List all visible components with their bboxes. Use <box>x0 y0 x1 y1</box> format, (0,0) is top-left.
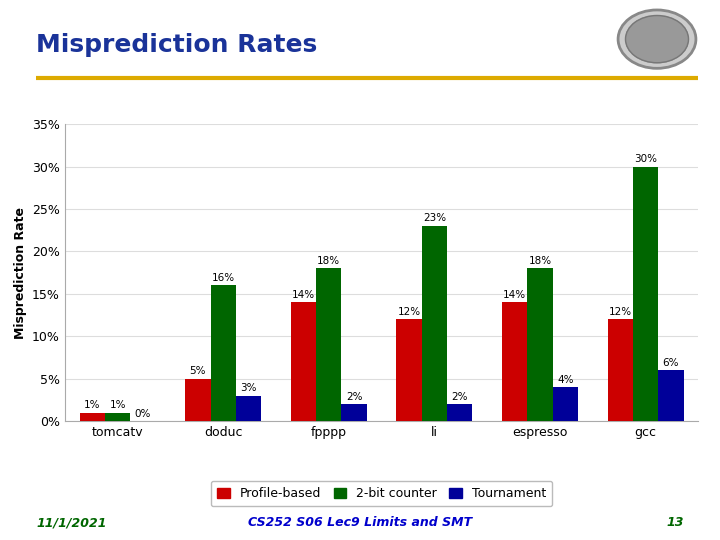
Y-axis label: Misprediction Rate: Misprediction Rate <box>14 207 27 339</box>
Text: 6%: 6% <box>662 357 679 368</box>
Text: 1%: 1% <box>109 400 126 410</box>
Bar <box>185 379 210 421</box>
Text: 12%: 12% <box>397 307 420 317</box>
Text: 3%: 3% <box>240 383 257 393</box>
Bar <box>316 268 341 421</box>
Bar <box>502 302 527 421</box>
Legend: Profile-based, 2-bit counter, Tournament: Profile-based, 2-bit counter, Tournament <box>211 481 552 507</box>
Bar <box>447 404 472 421</box>
Bar <box>527 268 553 421</box>
Bar <box>341 404 366 421</box>
Text: 23%: 23% <box>423 213 446 224</box>
Text: 4%: 4% <box>557 375 574 384</box>
Text: 12%: 12% <box>608 307 632 317</box>
Bar <box>80 413 105 421</box>
Text: 30%: 30% <box>634 154 657 164</box>
Bar <box>236 396 261 421</box>
Bar <box>658 370 683 421</box>
Circle shape <box>618 10 696 69</box>
Text: CS252 S06 Lec9 Limits and SMT: CS252 S06 Lec9 Limits and SMT <box>248 516 472 529</box>
Text: 18%: 18% <box>318 256 341 266</box>
Text: 11/1/2021: 11/1/2021 <box>36 516 107 529</box>
Text: 18%: 18% <box>528 256 552 266</box>
Text: 14%: 14% <box>292 290 315 300</box>
Text: 5%: 5% <box>189 366 206 376</box>
Text: 14%: 14% <box>503 290 526 300</box>
Bar <box>553 387 578 421</box>
Text: 0%: 0% <box>135 409 151 419</box>
Bar <box>291 302 316 421</box>
Bar <box>210 286 236 421</box>
Text: Misprediction Rates: Misprediction Rates <box>36 33 318 57</box>
Text: 2%: 2% <box>346 392 362 402</box>
Bar <box>422 226 447 421</box>
Text: 13: 13 <box>667 516 684 529</box>
Text: 1%: 1% <box>84 400 101 410</box>
Circle shape <box>626 16 688 63</box>
Bar <box>608 319 633 421</box>
Text: 2%: 2% <box>451 392 468 402</box>
Text: 16%: 16% <box>212 273 235 283</box>
Bar <box>105 413 130 421</box>
Bar <box>633 167 658 421</box>
Bar <box>397 319 422 421</box>
